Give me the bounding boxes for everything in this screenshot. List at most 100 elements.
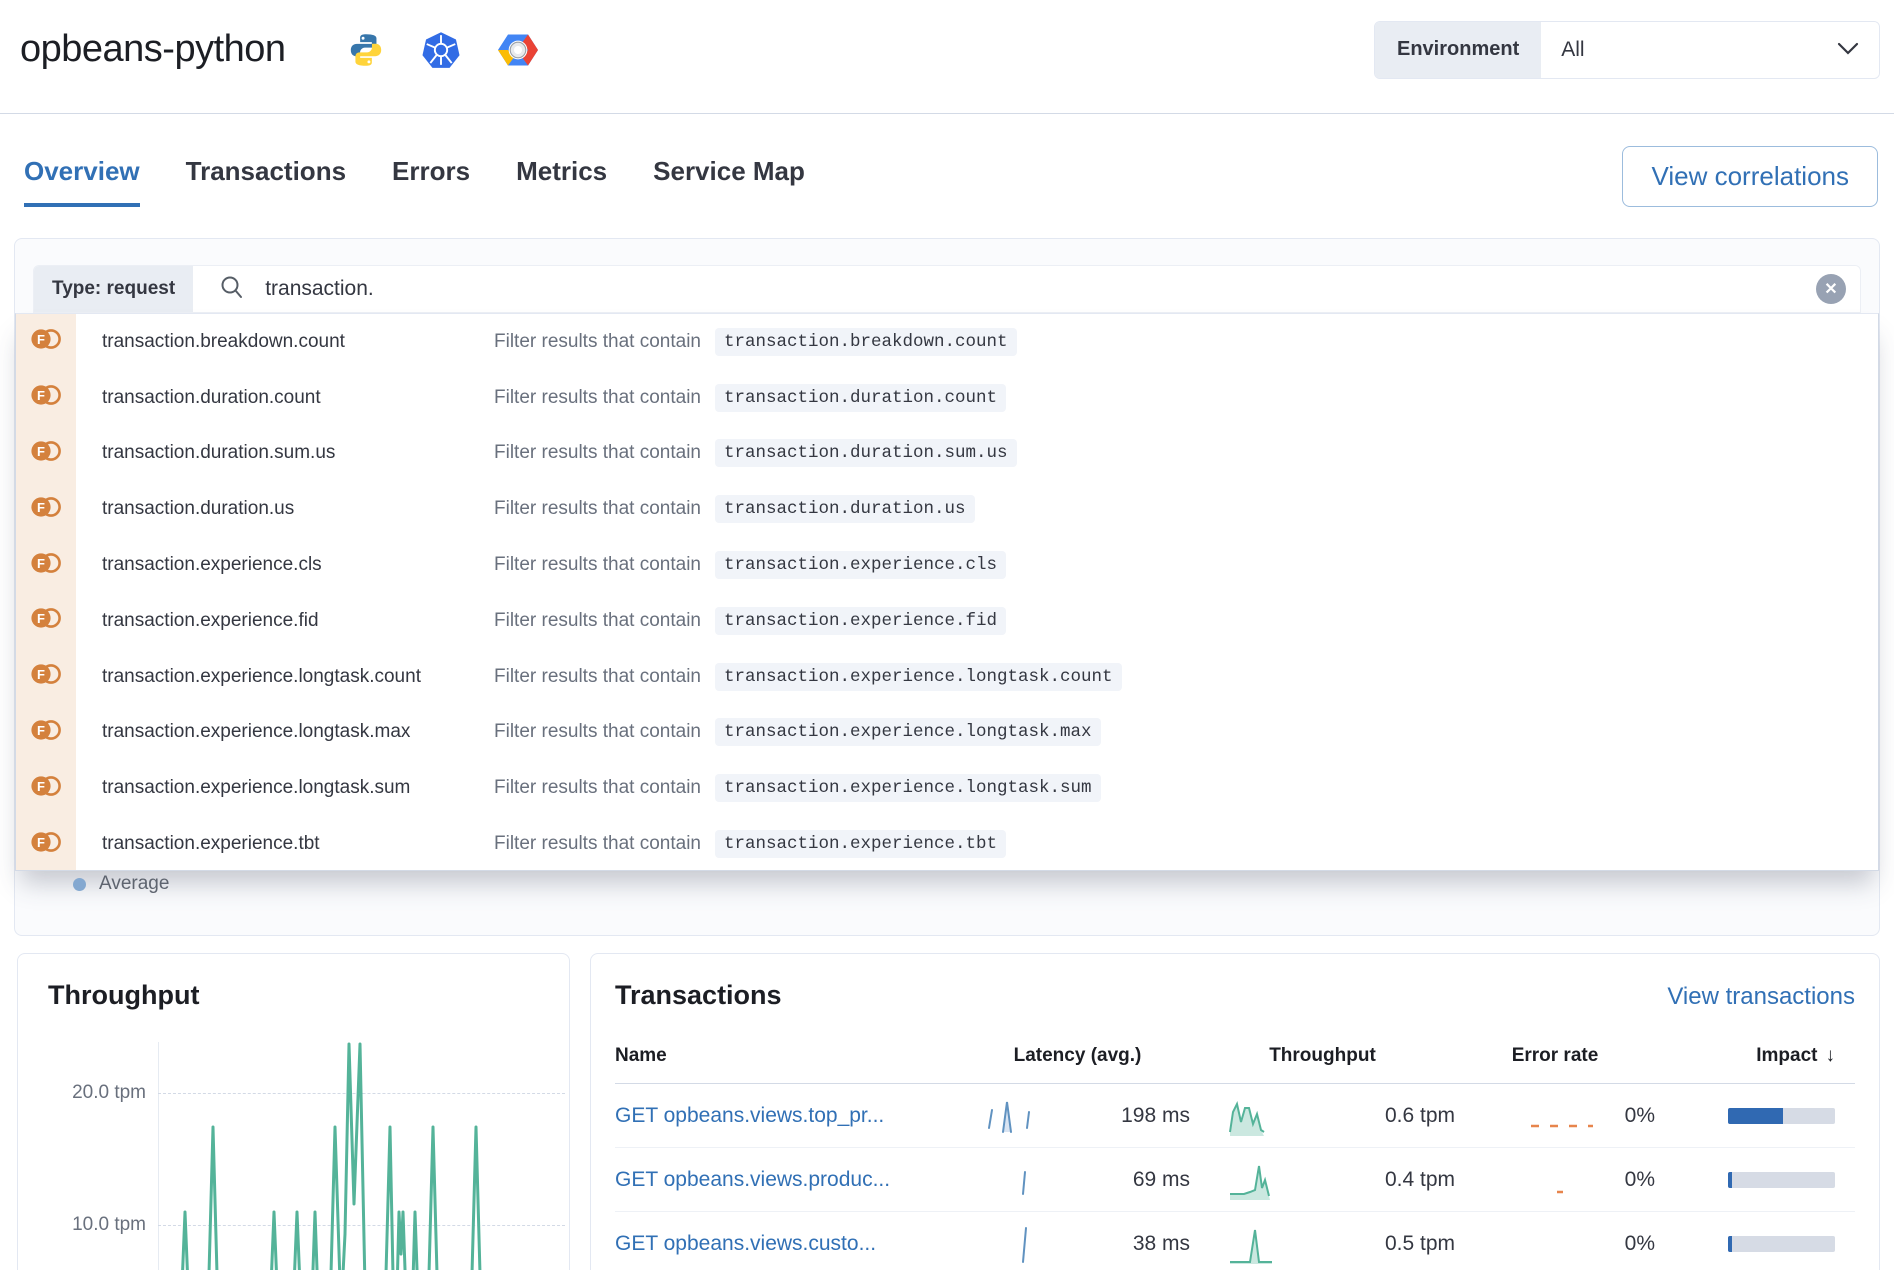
suggestion-description: Filter results that contain transaction.d… xyxy=(494,439,1017,468)
filter-panel: Type: request ✕ F transaction.breakdown.… xyxy=(14,238,1880,936)
svg-text:F: F xyxy=(37,500,45,515)
throughput-line-chart xyxy=(181,1042,482,1270)
suggestion-description: Filter results that contain transaction.d… xyxy=(494,383,1007,412)
y-tick-20tpm: 20.0 tpm xyxy=(72,1082,146,1103)
suggestion-code: transaction.breakdown.count xyxy=(714,327,1017,356)
tab-errors[interactable]: Errors xyxy=(392,156,471,186)
suggestion-description: Filter results that contain transaction.e… xyxy=(494,830,1007,859)
error-rate-sparkline xyxy=(1530,1124,1593,1127)
throughput-sparkline xyxy=(1230,1229,1272,1264)
suggestion-row[interactable]: F transaction.duration.sum.us Filter res… xyxy=(16,425,1878,482)
transaction-link[interactable]: GET opbeans.views.produc... xyxy=(615,1167,891,1191)
suggestion-field: transaction.duration.sum.us xyxy=(102,442,336,464)
suggestion-code: transaction.experience.tbt xyxy=(714,830,1007,859)
suggestion-row[interactable]: F transaction.experience.tbt Filter resu… xyxy=(16,816,1878,870)
environment-value[interactable]: All xyxy=(1541,21,1879,78)
average-legend-label: Average xyxy=(99,873,170,894)
suggestion-row[interactable]: F transaction.duration.count Filter resu… xyxy=(16,369,1878,426)
tab-metrics[interactable]: Metrics xyxy=(516,156,608,186)
page-title: opbeans-python xyxy=(20,28,286,70)
average-legend-dot-icon xyxy=(73,877,86,891)
search-input[interactable] xyxy=(265,277,1816,301)
latency-chart-legend: Average xyxy=(73,873,169,895)
error-rate-value: 0% xyxy=(1624,1231,1655,1255)
field-icon: F xyxy=(30,491,62,528)
transaction-row: GET opbeans.views.produc... 69 ms 0.4 tp… xyxy=(615,1148,1855,1212)
svg-text:F: F xyxy=(37,779,45,794)
suggestion-row[interactable]: F transaction.experience.fid Filter resu… xyxy=(16,592,1878,649)
transaction-row: GET opbeans.views.custo... 38 ms 0.5 tpm… xyxy=(615,1212,1855,1270)
transactions-title: Transactions xyxy=(615,980,782,1010)
suggestion-row[interactable]: F transaction.breakdown.count Filter res… xyxy=(16,314,1878,370)
type-filter-badge[interactable]: Type: request xyxy=(34,266,194,312)
latency-value: 198 ms xyxy=(1121,1103,1190,1127)
python-logo-icon xyxy=(348,32,384,68)
transaction-link[interactable]: GET opbeans.views.custo... xyxy=(615,1231,877,1255)
suggestion-row[interactable]: F transaction.experience.cls Filter resu… xyxy=(16,537,1878,593)
transaction-link[interactable]: GET opbeans.views.top_pr... xyxy=(615,1103,885,1127)
kubernetes-logo-icon xyxy=(422,31,460,69)
field-icon: F xyxy=(30,547,62,584)
suggestion-row[interactable]: F transaction.experience.longtask.sum Fi… xyxy=(16,760,1878,817)
error-rate-value: 0% xyxy=(1624,1167,1655,1191)
field-icon: F xyxy=(30,714,62,751)
field-icon: F xyxy=(30,435,62,472)
transactions-table-header: Name Latency (avg.) Throughput Error rat… xyxy=(615,1045,1855,1084)
suggestion-code: transaction.experience.cls xyxy=(714,551,1007,580)
suggestion-field: transaction.duration.count xyxy=(102,386,321,408)
column-header-error-rate[interactable]: Error rate xyxy=(1511,1045,1599,1066)
tabs: Overview Transactions Errors Metrics Ser… xyxy=(24,156,805,207)
suggestion-field: transaction.experience.longtask.max xyxy=(102,721,411,743)
impact-bar xyxy=(1728,1107,1835,1124)
suggestion-code: transaction.experience.longtask.sum xyxy=(714,774,1101,803)
latency-value: 38 ms xyxy=(1132,1231,1190,1255)
suggestion-description: Filter results that contain transaction.b… xyxy=(494,327,1017,356)
environment-label: Environment xyxy=(1375,21,1542,78)
suggestion-field: transaction.experience.tbt xyxy=(102,833,320,855)
transactions-panel: Transactions View transactions Name Late… xyxy=(590,953,1880,1270)
suggestion-description: Filter results that contain transaction.e… xyxy=(494,551,1007,580)
svg-text:F: F xyxy=(37,835,45,850)
latency-sparkline xyxy=(1022,1226,1027,1263)
error-rate-value: 0% xyxy=(1624,1103,1655,1127)
tab-service-map[interactable]: Service Map xyxy=(653,156,805,186)
service-agent-icons xyxy=(348,31,538,69)
field-icon: F xyxy=(30,770,62,807)
suggestion-description: Filter results that contain transaction.e… xyxy=(494,606,1007,635)
suggestion-code: transaction.duration.count xyxy=(714,383,1007,412)
tab-overview[interactable]: Overview xyxy=(24,156,140,207)
kql-search-bar: Type: request ✕ xyxy=(33,265,1861,313)
throughput-panel: Throughput 20.0 tpm 10.0 tpm xyxy=(17,953,570,1270)
y-tick-10tpm: 10.0 tpm xyxy=(72,1214,146,1235)
svg-text:F: F xyxy=(37,444,45,459)
svg-text:F: F xyxy=(37,556,45,571)
suggestion-row[interactable]: F transaction.experience.longtask.count … xyxy=(16,648,1878,705)
environment-select[interactable]: Environment All xyxy=(1374,20,1880,79)
suggestion-description: Filter results that contain transaction.e… xyxy=(494,662,1122,691)
transaction-row: GET opbeans.views.top_pr... 198 ms 0.6 t… xyxy=(615,1084,1855,1148)
y-axis-line xyxy=(158,1042,159,1270)
svg-text:F: F xyxy=(37,332,45,347)
field-icon: F xyxy=(30,602,62,639)
view-correlations-button[interactable]: View correlations xyxy=(1622,146,1878,207)
view-transactions-link[interactable]: View transactions xyxy=(1667,983,1855,1010)
svg-text:F: F xyxy=(37,611,45,626)
suggestion-row[interactable]: F transaction.experience.longtask.max Fi… xyxy=(16,704,1878,761)
throughput-value: 0.6 tpm xyxy=(1384,1103,1455,1127)
svg-text:F: F xyxy=(37,388,45,403)
tab-transactions[interactable]: Transactions xyxy=(185,156,347,186)
search-icon xyxy=(219,274,245,305)
column-header-name[interactable]: Name xyxy=(615,1045,667,1066)
throughput-value: 0.5 tpm xyxy=(1384,1231,1455,1255)
gridline-10tpm xyxy=(158,1225,565,1226)
suggestion-row[interactable]: F transaction.duration.us Filter results… xyxy=(16,481,1878,538)
search-box[interactable]: ✕ xyxy=(193,266,1860,312)
latency-sparkline xyxy=(988,1101,1030,1133)
column-header-impact[interactable]: Impact ↓ xyxy=(1756,1045,1835,1066)
column-header-latency[interactable]: Latency (avg.) xyxy=(1013,1045,1142,1066)
throughput-title: Throughput xyxy=(48,980,200,1010)
column-header-throughput[interactable]: Throughput xyxy=(1269,1045,1376,1066)
svg-text:F: F xyxy=(37,723,45,738)
clear-search-icon[interactable]: ✕ xyxy=(1816,274,1846,304)
